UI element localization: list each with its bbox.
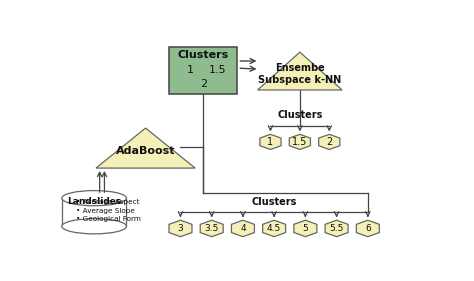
Text: 1.5: 1.5 <box>292 137 308 147</box>
Text: Clusters: Clusters <box>252 198 297 207</box>
Text: 3: 3 <box>178 224 183 233</box>
Text: 5.5: 5.5 <box>329 224 344 233</box>
Text: 1.5: 1.5 <box>210 65 227 74</box>
Bar <box>62 198 127 226</box>
Text: 1: 1 <box>267 137 273 147</box>
Text: 3.5: 3.5 <box>204 224 219 233</box>
Text: 5: 5 <box>302 224 308 233</box>
Text: 2: 2 <box>200 79 207 89</box>
Text: 6: 6 <box>365 224 371 233</box>
Polygon shape <box>169 220 192 237</box>
Text: 4.5: 4.5 <box>267 224 281 233</box>
Polygon shape <box>231 220 255 237</box>
Polygon shape <box>289 134 310 149</box>
Ellipse shape <box>62 191 127 206</box>
Text: Clusters: Clusters <box>277 110 322 120</box>
Text: 2: 2 <box>326 137 332 147</box>
Text: Ensembe
Subspace k-NN: Ensembe Subspace k-NN <box>258 63 341 85</box>
Polygon shape <box>96 128 195 168</box>
Text: AdaBoost: AdaBoost <box>116 146 175 156</box>
Text: • Average Aspect
• Average Slope
• Geological Form: • Average Aspect • Average Slope • Geolo… <box>76 199 141 222</box>
Polygon shape <box>319 134 340 149</box>
Polygon shape <box>260 134 281 149</box>
Polygon shape <box>325 220 348 237</box>
Polygon shape <box>263 220 286 237</box>
Text: Clusters: Clusters <box>178 50 229 60</box>
Polygon shape <box>258 52 342 90</box>
FancyBboxPatch shape <box>169 47 237 94</box>
Polygon shape <box>294 220 317 237</box>
Polygon shape <box>200 220 223 237</box>
Polygon shape <box>356 220 379 237</box>
Text: 4: 4 <box>240 224 246 233</box>
Text: Landslides: Landslides <box>67 197 121 206</box>
Text: 1: 1 <box>187 65 194 74</box>
Ellipse shape <box>62 219 127 234</box>
